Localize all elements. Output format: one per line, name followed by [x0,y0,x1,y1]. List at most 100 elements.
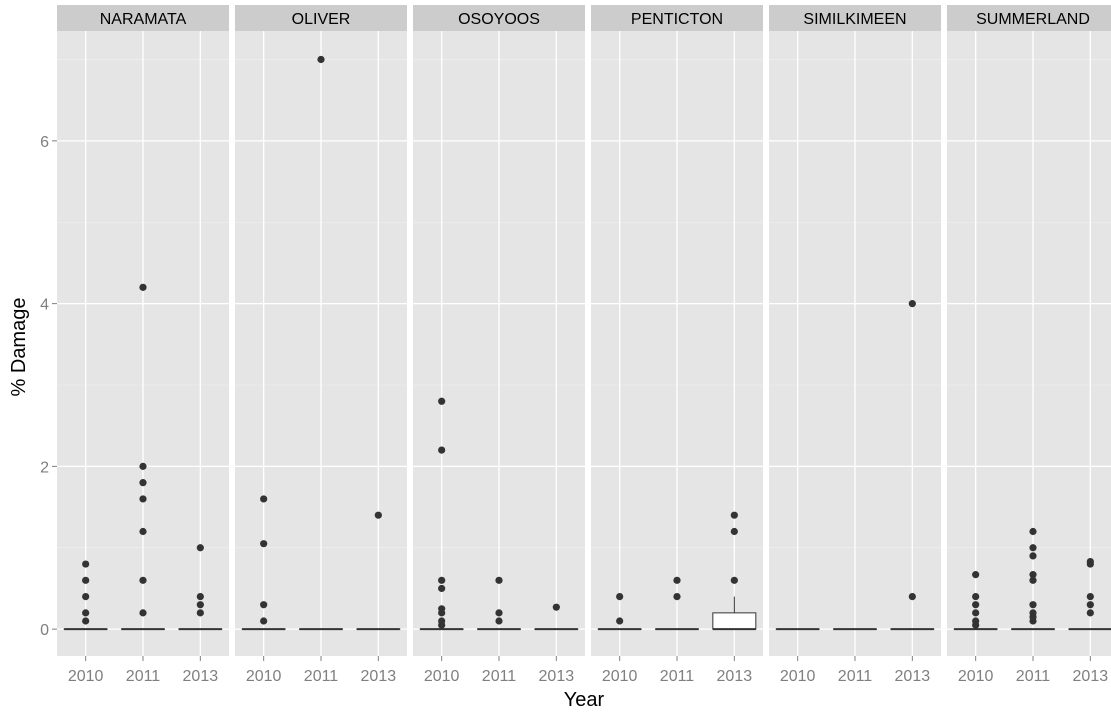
panel-background [947,31,1111,656]
x-tick-label: 2013 [183,668,219,685]
outlier-point [196,544,204,552]
outlier-point [972,571,980,579]
facet-panel-penticton: PENTICTON 2010 2011 2013 [591,5,763,685]
x-tick-label: 2011 [482,668,517,685]
y-tick-label: 2 [40,459,49,476]
outlier-point [1086,557,1094,566]
outlier-point [82,560,90,568]
outlier-point [1029,576,1037,584]
x-tick-label: 2010 [68,668,104,685]
y-tick-label: 6 [40,134,49,151]
outlier-point [317,55,325,64]
outlier-point [495,609,503,617]
x-tick-label: 2011 [126,668,161,685]
facet-panel-oliver: OLIVER 2010 2011 2013 [235,5,407,685]
outlier-point [260,617,268,625]
y-tick-label: 0 [40,622,49,639]
facet-strip [57,5,229,31]
outlier-point [438,576,446,584]
outlier-point [673,592,681,601]
facet-strip-label: OLIVER [292,11,351,28]
facet-strip-label: NARAMATA [100,11,187,28]
outlier-point [1029,552,1037,560]
x-tick-label: 2010 [424,668,460,685]
outlier-point [82,592,90,601]
y-axis: 0 2 4 6 [40,134,57,639]
facet-panel-osoyoos: OSOYOOS 2010 2011 2013 [413,5,585,685]
outlier-point [374,511,382,519]
facet-strip-label: PENTICTON [631,11,723,28]
outlier-point [908,592,916,601]
outlier-point [196,609,204,617]
outlier-point [616,592,624,601]
facet-strip [413,5,585,31]
outlier-point [438,617,446,625]
x-tick-label: 2011 [660,668,695,685]
x-tick-label: 2011 [304,668,339,685]
x-tick-label: 2010 [780,668,816,685]
outlier-point [495,576,503,584]
outlier-point [438,397,446,405]
outlier-point [1086,601,1094,609]
outlier-point [82,609,90,617]
x-tick-label: 2011 [1016,668,1051,685]
y-axis-title: % Damage [8,298,30,397]
outlier-point [552,603,560,611]
outlier-point [260,495,268,503]
outlier-point [196,592,204,601]
facet-panel-summerland: SUMMERLAND 2010 2011 2013 [947,5,1111,685]
facet-strip [591,5,763,31]
outlier-point [616,617,624,625]
outlier-point [495,617,503,625]
outlier-point [139,462,147,470]
outlier-point [260,540,268,548]
facet-strip [769,5,941,31]
outlier-point [1029,544,1037,552]
outlier-point [139,495,147,503]
x-tick-label: 2010 [958,668,994,685]
x-tick-label: 2013 [539,668,575,685]
outlier-point [196,601,204,609]
outlier-point [1029,527,1037,536]
outlier-point [730,527,738,536]
outlier-point [972,609,980,617]
x-tick-label: 2013 [1073,668,1109,685]
outlier-point [438,446,446,454]
outlier-point [1086,592,1094,601]
facet-strip-label: OSOYOOS [458,11,540,28]
outlier-point [438,605,446,613]
outlier-point [1086,609,1094,617]
outlier-point [1029,601,1037,609]
x-tick-label: 2010 [602,668,638,685]
facet-strip [235,5,407,31]
outlier-point [82,576,90,584]
x-tick-label: 2010 [246,668,282,685]
outlier-point [1029,609,1037,617]
y-tick-label: 4 [40,297,49,314]
outlier-point [1029,571,1037,579]
box-body [712,612,757,630]
x-tick-label: 2013 [895,668,931,685]
outlier-point [673,576,681,584]
facet-panel-naramata: NARAMATA 2010 2011 2013 [57,5,229,685]
outlier-point [82,617,90,625]
outlier-point [139,527,147,536]
x-axis-title: Year [564,689,605,711]
facet-strip-label: SIMILKIMEEN [803,11,906,28]
outlier-point [972,601,980,609]
outlier-point [972,617,980,625]
x-tick-label: 2013 [717,668,753,685]
x-tick-label: 2013 [361,668,397,685]
outlier-point [139,609,147,617]
outlier-point [438,584,446,593]
facet-panel-similkimeen: SIMILKIMEEN 2010 2011 2013 [769,5,941,685]
outlier-point [730,511,738,519]
outlier-point [908,300,916,308]
x-tick-label: 2011 [838,668,873,685]
outlier-point [139,479,147,487]
outlier-point [139,576,147,584]
outlier-point [260,601,268,609]
facet-strip-label: SUMMERLAND [976,11,1090,28]
